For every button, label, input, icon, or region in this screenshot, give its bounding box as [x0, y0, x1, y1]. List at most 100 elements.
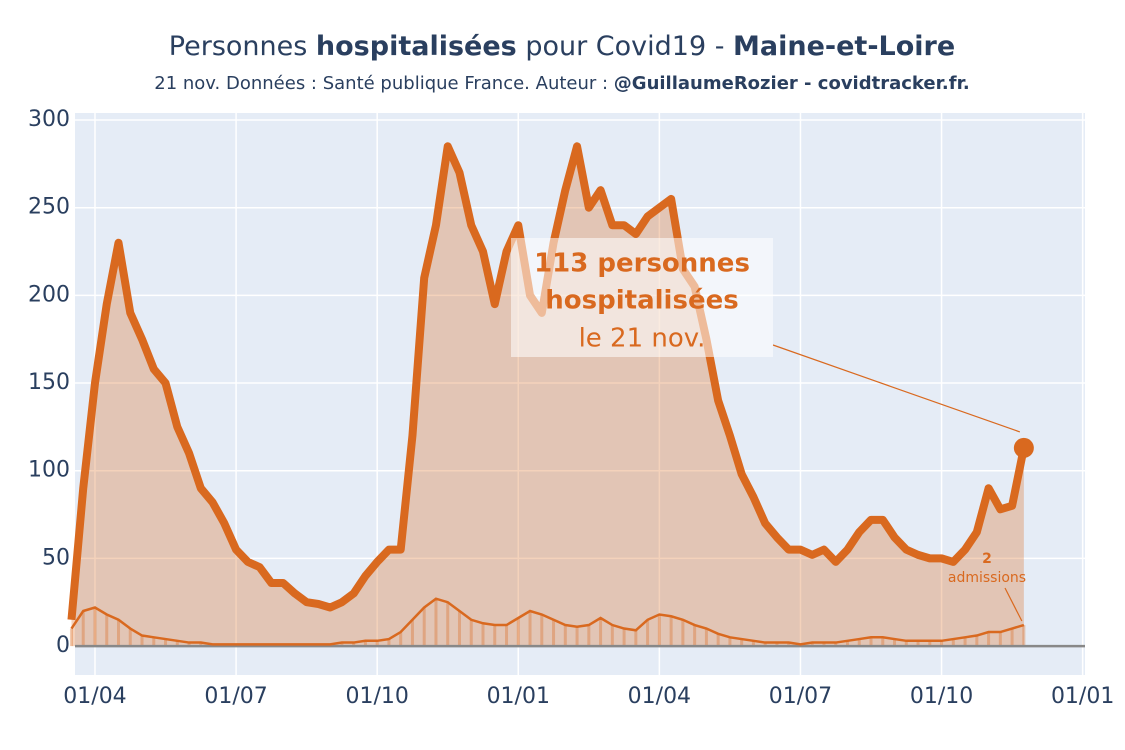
last-point	[1013, 437, 1034, 458]
admission-bar	[340, 642, 344, 647]
subtitle-part: @GuillaumeRozier - covidtracker.fr.	[614, 73, 970, 94]
admissions-line	[70, 597, 1025, 646]
x-tick-label: 01/04	[63, 684, 126, 709]
admission-bar	[951, 639, 955, 647]
admission-bar	[775, 642, 779, 647]
admission-bar	[422, 607, 426, 647]
admission-bar	[1022, 625, 1026, 647]
admission-bar	[634, 630, 638, 647]
y-tick-label: 200	[28, 282, 70, 307]
y-tick-label: 50	[42, 545, 70, 570]
admission-bar	[704, 628, 708, 647]
admission-bar	[904, 640, 908, 647]
admission-bar	[881, 637, 885, 647]
x-tick-label: 01/07	[769, 684, 832, 709]
annotation-arrow	[772, 344, 1021, 433]
admission-bar	[622, 628, 626, 647]
annotation-arrow	[1004, 587, 1023, 622]
admission-bar	[493, 625, 497, 647]
admission-bar	[834, 642, 838, 647]
admission-bar	[869, 637, 873, 647]
x-tick-label: 01/01	[1051, 684, 1114, 709]
admission-bar	[893, 639, 897, 647]
admission-bar	[410, 619, 414, 647]
admission-bar	[552, 619, 556, 647]
annotation-text: admissions	[948, 570, 1026, 586]
admission-bar	[128, 628, 132, 647]
admission-bar	[751, 640, 755, 647]
annotation-text: 2	[982, 551, 992, 567]
admission-bar	[434, 598, 438, 647]
title-part: Personnes	[169, 31, 316, 62]
admission-bar	[998, 632, 1002, 647]
admission-bar	[175, 640, 179, 647]
x-tick-label: 01/07	[204, 684, 267, 709]
admission-bar	[1010, 628, 1014, 647]
y-tick-label: 0	[56, 633, 70, 658]
admission-bar	[117, 619, 121, 647]
y-tick-label: 100	[28, 458, 70, 483]
admission-bar	[199, 642, 203, 647]
annotation-text: hospitalisées	[545, 286, 738, 316]
admission-bar	[81, 610, 85, 647]
admission-bar	[857, 639, 861, 647]
x-tick-label: 01/01	[487, 684, 550, 709]
admission-bar	[528, 610, 532, 647]
subtitle-part: 21 nov. Données : Santé publique France.…	[154, 73, 614, 94]
admission-bar	[516, 618, 520, 647]
admission-bar	[375, 640, 379, 647]
admission-bar	[399, 632, 403, 647]
admission-bar	[610, 625, 614, 647]
title-part: Maine-et-Loire	[733, 31, 955, 62]
y-tick-label: 300	[28, 107, 70, 132]
admission-bar	[716, 633, 720, 647]
admission-bar	[916, 640, 920, 647]
admission-bar	[657, 614, 661, 647]
admission-bar	[740, 639, 744, 647]
admission-bar	[363, 640, 367, 647]
admission-bar	[505, 625, 509, 647]
admission-bar	[987, 632, 991, 647]
admission-bar	[763, 642, 767, 647]
admission-bar	[845, 640, 849, 647]
admission-bar	[587, 625, 591, 647]
title-part: hospitalisées	[316, 31, 517, 62]
chart-title: Personnes hospitalisées pour Covid19 - M…	[169, 31, 955, 62]
admission-bar	[387, 639, 391, 647]
y-tick-label: 150	[28, 370, 70, 395]
admission-bar	[540, 614, 544, 647]
admission-bar	[563, 625, 567, 647]
admission-bar	[352, 642, 356, 647]
admission-bar	[105, 614, 109, 647]
admission-bar	[140, 635, 144, 647]
admission-bar	[446, 602, 450, 647]
admission-bar	[928, 640, 932, 647]
admission-bar	[469, 619, 473, 647]
admission-bar	[599, 618, 603, 647]
admission-bar	[575, 626, 579, 647]
admission-bar	[93, 607, 97, 647]
admission-bar	[822, 642, 826, 647]
admission-bar	[963, 637, 967, 647]
plot-background	[75, 113, 1085, 675]
chart-subtitle: 21 nov. Données : Santé publique France.…	[154, 73, 969, 94]
admission-bar	[481, 623, 485, 647]
x-tick-label: 01/10	[910, 684, 973, 709]
x-tick-label: 01/04	[628, 684, 691, 709]
admission-bar	[152, 637, 156, 647]
admission-bar	[787, 642, 791, 647]
admission-bar	[646, 619, 650, 647]
admission-bar	[669, 616, 673, 647]
admission-bar	[728, 637, 732, 647]
annotation-text: 113 personnes	[534, 249, 750, 279]
area	[71, 146, 1024, 647]
annotation-text: le 21 nov.	[579, 324, 706, 354]
admission-bar	[940, 640, 944, 647]
admission-bar	[457, 610, 461, 647]
admission-bar	[681, 619, 685, 647]
admission-bar	[69, 628, 73, 647]
title-part: pour Covid19 -	[517, 31, 733, 62]
admission-bar	[975, 635, 979, 647]
admission-bar	[810, 642, 814, 647]
